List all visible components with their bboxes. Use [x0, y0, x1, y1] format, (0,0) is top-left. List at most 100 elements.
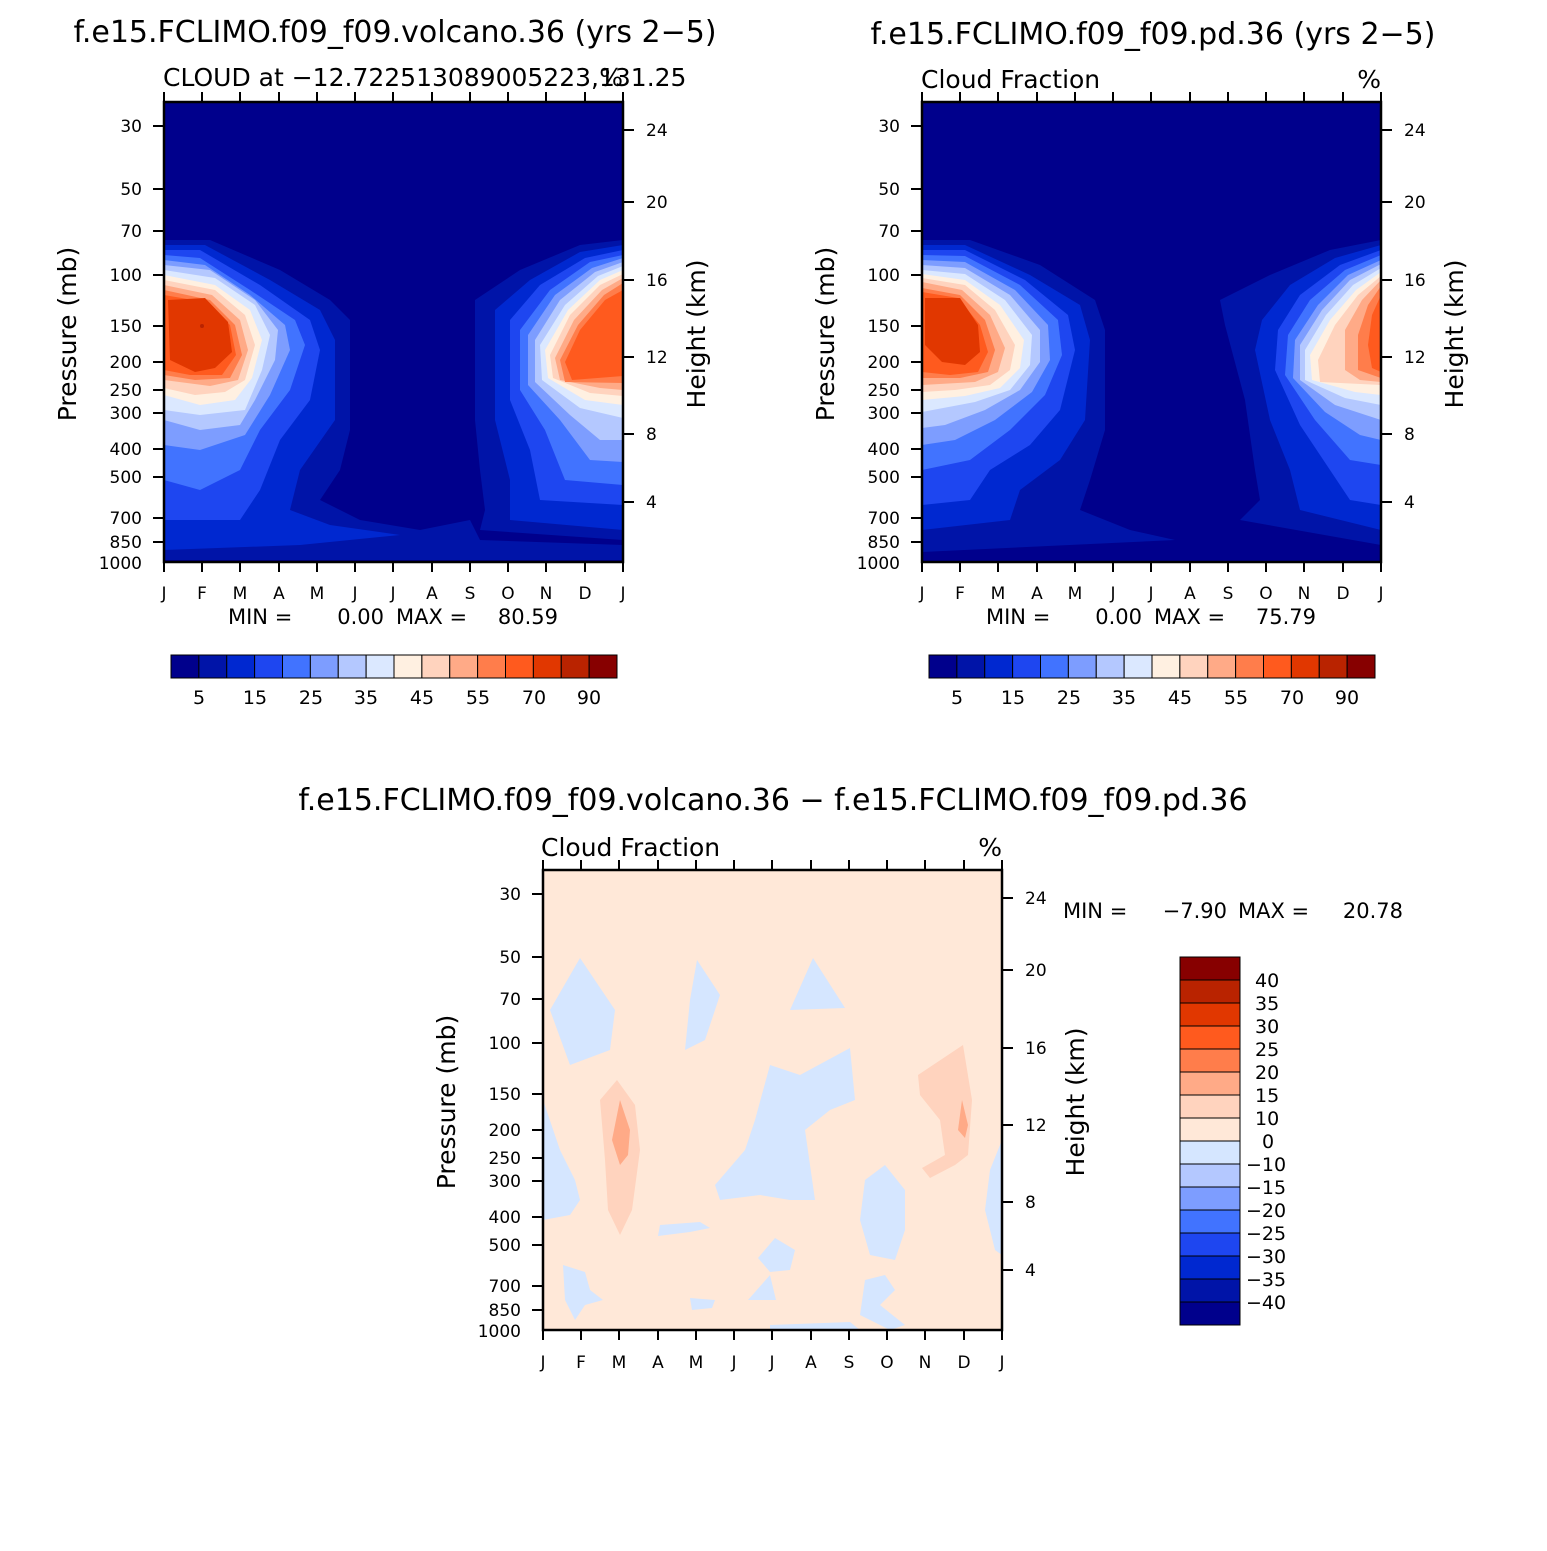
colorbar-swatch	[1179, 1278, 1241, 1303]
x-tick-label: S	[1223, 584, 1234, 604]
x-tick-label: M	[1068, 584, 1083, 604]
x-tick-label: J	[539, 1353, 545, 1373]
colorbar-swatch	[1179, 1002, 1241, 1027]
colorbar-swatch	[1179, 1209, 1241, 1234]
y-tick-label: 30	[878, 117, 900, 137]
subtitle-left: Cloud Fraction	[921, 65, 1100, 94]
y-tick-label: 1000	[857, 554, 900, 574]
negative-region	[658, 1222, 710, 1236]
panel-title: f.e15.FCLIMO.f09_f09.volcano.36 − f.e15.…	[298, 783, 1247, 818]
heatmap-plot-area	[541, 868, 1004, 1332]
max-value: 75.79	[1256, 605, 1316, 629]
y-tick-label: 850	[868, 533, 900, 553]
y-tick-label: 150	[868, 317, 900, 337]
colorbar-label: −40	[1246, 1292, 1286, 1314]
colorbar-label: 10	[1255, 1108, 1279, 1130]
y-tick-label: 100	[110, 266, 142, 286]
colorbar-swatch	[1179, 1025, 1241, 1050]
colorbar-swatch	[1179, 1255, 1241, 1280]
stats-line: MIN = 0.00 MAX = 75.79	[986, 605, 1316, 629]
colorbar-label: 15	[243, 687, 267, 709]
contour-level-12	[1368, 295, 1381, 372]
colorbar-labels: 5 15 25 35 45 55 70 90	[951, 687, 1359, 709]
colorbar-label: 45	[1168, 687, 1192, 709]
colorbar-label: 5	[193, 687, 205, 709]
y-tick-label: 400	[489, 1208, 521, 1228]
colorbar-swatch	[1179, 956, 1241, 981]
y-right-tick-label: 24	[646, 121, 668, 141]
min-label: MIN =	[228, 605, 292, 629]
colorbar-swatch	[309, 654, 339, 679]
y-tick-label: 250	[110, 381, 142, 401]
colorbar-label: 70	[1280, 687, 1304, 709]
colorbar-labels: 5 15 25 35 45 55 70 90	[193, 687, 601, 709]
panel-difference: f.e15.FCLIMO.f09_f09.volcano.36 − f.e15.…	[298, 783, 1403, 1373]
x-tick-label: J	[619, 584, 625, 604]
colorbar-swatch	[1179, 979, 1241, 1004]
max-value: 80.59	[498, 605, 558, 629]
x-tick-label: O	[501, 584, 514, 604]
colorbar-swatch	[1235, 654, 1264, 679]
y-tick-label: 500	[868, 468, 900, 488]
panel-volcano: f.e15.FCLIMO.f09_f09.volcano.36 (yrs 2−5…	[53, 15, 717, 709]
colorbar-swatch	[282, 654, 311, 679]
maximum-marker	[200, 324, 204, 328]
x-tick-label: M	[612, 1353, 627, 1373]
x-tick-label: J	[768, 1353, 774, 1373]
colorbar-label: 90	[1335, 687, 1359, 709]
y-tick-label: 150	[110, 317, 142, 337]
x-tick-label: J	[1377, 584, 1383, 604]
y-tick-label: 850	[110, 533, 142, 553]
colorbar	[928, 654, 1376, 679]
y-tick-label: 700	[110, 509, 142, 529]
colorbar-label: 5	[951, 687, 963, 709]
y-right-tick-label: 20	[1025, 961, 1047, 981]
y-tick-label: 400	[110, 440, 142, 460]
negative-region	[770, 1322, 860, 1330]
colorbar-swatch	[1179, 654, 1209, 679]
x-tick-label: M	[689, 1353, 704, 1373]
negative-region	[543, 1100, 580, 1220]
negative-region	[690, 1298, 715, 1310]
y-right-tick-label: 8	[1404, 425, 1415, 445]
colorbar-swatch	[198, 654, 228, 679]
panel-pd: f.e15.FCLIMO.f09_f09.pd.36 (yrs 2−5) Clo…	[811, 17, 1469, 709]
negative-region	[715, 1048, 855, 1200]
y-right-tick-label: 24	[1404, 121, 1426, 141]
colorbar-swatch	[337, 654, 367, 679]
x-tick-label: M	[991, 584, 1006, 604]
y-right-tick-label: 20	[1404, 193, 1426, 213]
colorbar-label: −20	[1246, 1200, 1286, 1222]
colorbar-swatch	[1179, 1117, 1241, 1142]
negative-region	[860, 1275, 905, 1330]
colorbar-label: 70	[522, 687, 546, 709]
y-tick-label: 1000	[478, 1322, 521, 1342]
panel-title: f.e15.FCLIMO.f09_f09.volcano.36 (yrs 2−5…	[73, 15, 716, 50]
y-right-tick-label: 20	[646, 193, 668, 213]
colorbar-swatch	[1179, 1071, 1241, 1096]
subtitle-units: %	[1357, 65, 1381, 94]
contour-level-13	[168, 298, 232, 372]
y-right-tick-label: 12	[1404, 348, 1426, 368]
x-tick-label: J	[1109, 584, 1115, 604]
colorbar-swatch	[1207, 654, 1237, 679]
x-tick-label: O	[1259, 584, 1272, 604]
y-axis-left: 30 50 70 100 150 200 250 300 400 500 700…	[53, 117, 164, 574]
x-tick-label: F	[955, 584, 965, 604]
positive-region-10	[918, 1045, 972, 1178]
colorbar-label: −10	[1246, 1154, 1286, 1176]
colorbar-label: 25	[1255, 1039, 1279, 1061]
colorbar-swatch	[1179, 1232, 1241, 1257]
subtitle-left: CLOUD at −12.722513089005223,131.25	[163, 63, 686, 92]
contour-level-12	[565, 290, 623, 380]
x-tick-label: A	[273, 584, 285, 604]
x-tick-label: S	[465, 584, 476, 604]
y-tick-label: 50	[120, 180, 142, 200]
x-axis: J F M A M J J A S O N D J	[160, 92, 626, 604]
colorbar-swatch	[532, 654, 562, 679]
colorbar-labels: 40 35 30 25 20 15 10 0 −10 −15 −20 −25 −…	[1246, 970, 1286, 1314]
y-right-tick-label: 12	[1025, 1116, 1047, 1136]
colorbar-label: 0	[1262, 1131, 1274, 1153]
y-tick-label: 200	[110, 353, 142, 373]
